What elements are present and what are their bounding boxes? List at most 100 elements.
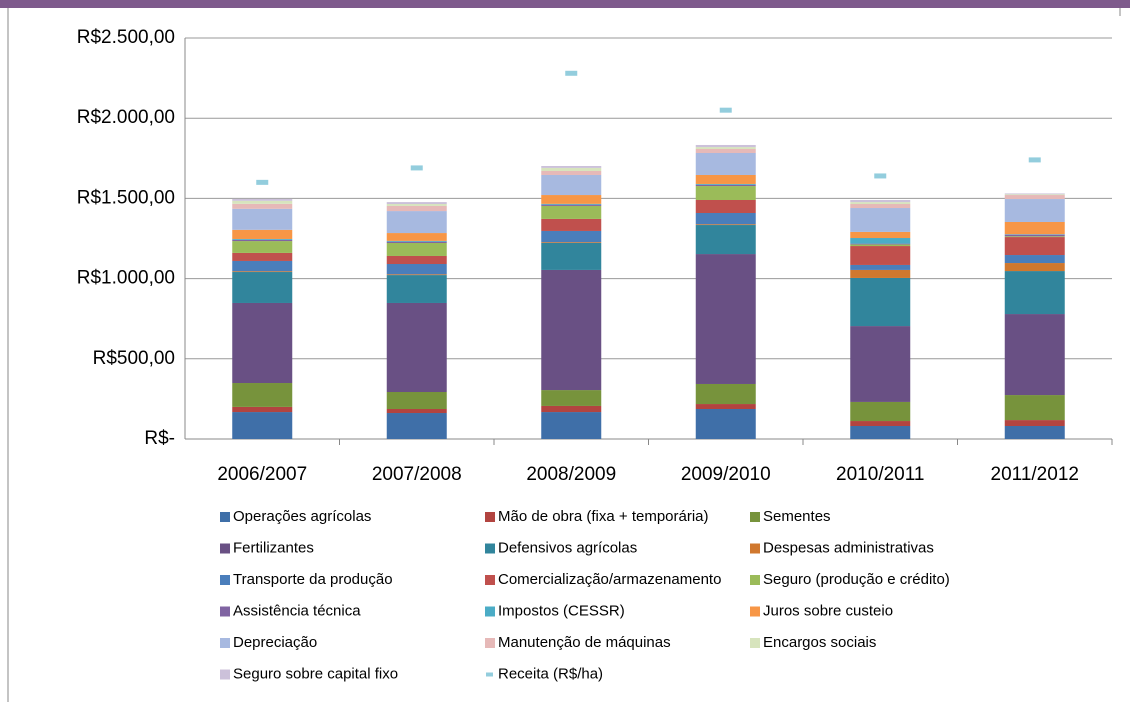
legend-label: Despesas administrativas	[763, 539, 934, 556]
bar-segment	[850, 326, 910, 402]
legend-label: Impostos (CESSR)	[498, 602, 625, 619]
bar-segment	[850, 270, 910, 278]
bar-segment	[541, 175, 601, 195]
bar-segment	[850, 278, 910, 326]
bar-segment	[387, 204, 447, 206]
x-tick-label: 2008/2009	[526, 464, 616, 485]
bar-segment	[850, 246, 910, 265]
legend-swatch	[220, 638, 230, 648]
receita-marker	[874, 173, 886, 178]
bar-segment	[850, 244, 910, 245]
bar-segment	[232, 209, 292, 230]
legend-label: Juros sobre custeio	[763, 602, 893, 619]
bar-segment	[387, 409, 447, 413]
y-tick-label: R$2.500,00	[77, 27, 175, 48]
bar-segment	[387, 211, 447, 233]
bar-segment	[232, 303, 292, 383]
bar-segment	[541, 205, 601, 206]
legend-swatch	[750, 607, 760, 617]
legend-swatch	[485, 638, 495, 648]
bar-segment	[696, 225, 756, 254]
bar-segment	[696, 409, 756, 439]
legend-label: Transporte da produção	[233, 571, 393, 588]
legend-label: Receita (R$/ha)	[498, 665, 603, 682]
bar-segment	[541, 406, 601, 412]
legend-swatch	[220, 607, 230, 617]
bar-segment	[232, 201, 292, 204]
bar-segment	[1005, 255, 1065, 263]
bar-segment	[232, 199, 292, 201]
y-tick-label: R$1.000,00	[77, 268, 175, 289]
bar-segment	[387, 243, 447, 256]
legend-label: Mão de obra (fixa + temporária)	[498, 508, 709, 525]
bar-segment	[387, 241, 447, 242]
bar-segment	[232, 271, 292, 272]
bar-segment	[541, 206, 601, 219]
bar-segment	[387, 413, 447, 439]
bar-segment	[696, 153, 756, 175]
legend-swatch	[750, 544, 760, 554]
bar-segment	[696, 224, 756, 225]
bar-segment	[696, 149, 756, 153]
bar-segment	[541, 242, 601, 243]
bar-segment	[541, 390, 601, 406]
bar-segment	[232, 253, 292, 261]
bar-segment	[387, 256, 447, 264]
receita-marker	[720, 108, 732, 113]
bar-segment	[850, 200, 910, 202]
legend-label: Encargos sociais	[763, 634, 876, 651]
bar-segment	[696, 384, 756, 404]
bar-segment	[1005, 263, 1065, 271]
bar-segment	[1005, 237, 1065, 255]
legend-swatch	[485, 512, 495, 522]
legend-swatch	[486, 673, 493, 677]
bar-segment	[541, 231, 601, 242]
legend-label: Defensivos agrícolas	[498, 539, 637, 556]
bar-segment	[541, 219, 601, 231]
bar-segment	[232, 241, 292, 253]
x-tick-label: 2009/2010	[681, 464, 771, 485]
bar-segment	[541, 412, 601, 439]
bar-segment	[850, 204, 910, 208]
y-tick-label: R$-	[144, 428, 175, 449]
legend-swatch	[220, 575, 230, 585]
bar-segment	[696, 145, 756, 147]
receita-marker	[256, 180, 268, 185]
bar-segment	[387, 202, 447, 204]
bar-segment	[1005, 199, 1065, 222]
bar-segment	[850, 202, 910, 204]
bar-segment	[696, 185, 756, 186]
bar-segment	[850, 232, 910, 238]
bar-segment	[850, 208, 910, 232]
bar-segment	[696, 175, 756, 184]
legend-swatch	[750, 512, 760, 522]
legend-label: Seguro sobre capital fixo	[233, 665, 398, 682]
legend-label: Seguro (produção e crédito)	[763, 571, 950, 588]
bar-segment	[1005, 395, 1065, 420]
legend-label: Depreciação	[233, 634, 317, 651]
bar-segment	[387, 242, 447, 243]
bar-segment	[541, 171, 601, 175]
bar-segment	[232, 239, 292, 240]
y-tick-label: R$1.500,00	[77, 187, 175, 208]
bar-segment	[696, 213, 756, 224]
bar-segment	[541, 243, 601, 270]
bar-segment	[696, 200, 756, 213]
legend-swatch	[750, 575, 760, 585]
bar-segment	[232, 412, 292, 439]
bar-segment	[232, 204, 292, 209]
bar-segment	[696, 147, 756, 149]
y-tick-label: R$2.000,00	[77, 107, 175, 128]
bar-segment	[387, 303, 447, 392]
legend-label: Operações agrícolas	[233, 508, 371, 525]
x-tick-label: 2007/2008	[372, 464, 462, 485]
bar-segment	[387, 274, 447, 275]
bar-segment	[1005, 193, 1065, 194]
bar-segment	[541, 168, 601, 171]
bar-segment	[1005, 235, 1065, 237]
bar-segment	[387, 264, 447, 274]
receita-marker	[1029, 157, 1041, 162]
bar-segment	[1005, 222, 1065, 234]
bar-segment	[541, 166, 601, 168]
bar-segment	[850, 426, 910, 439]
